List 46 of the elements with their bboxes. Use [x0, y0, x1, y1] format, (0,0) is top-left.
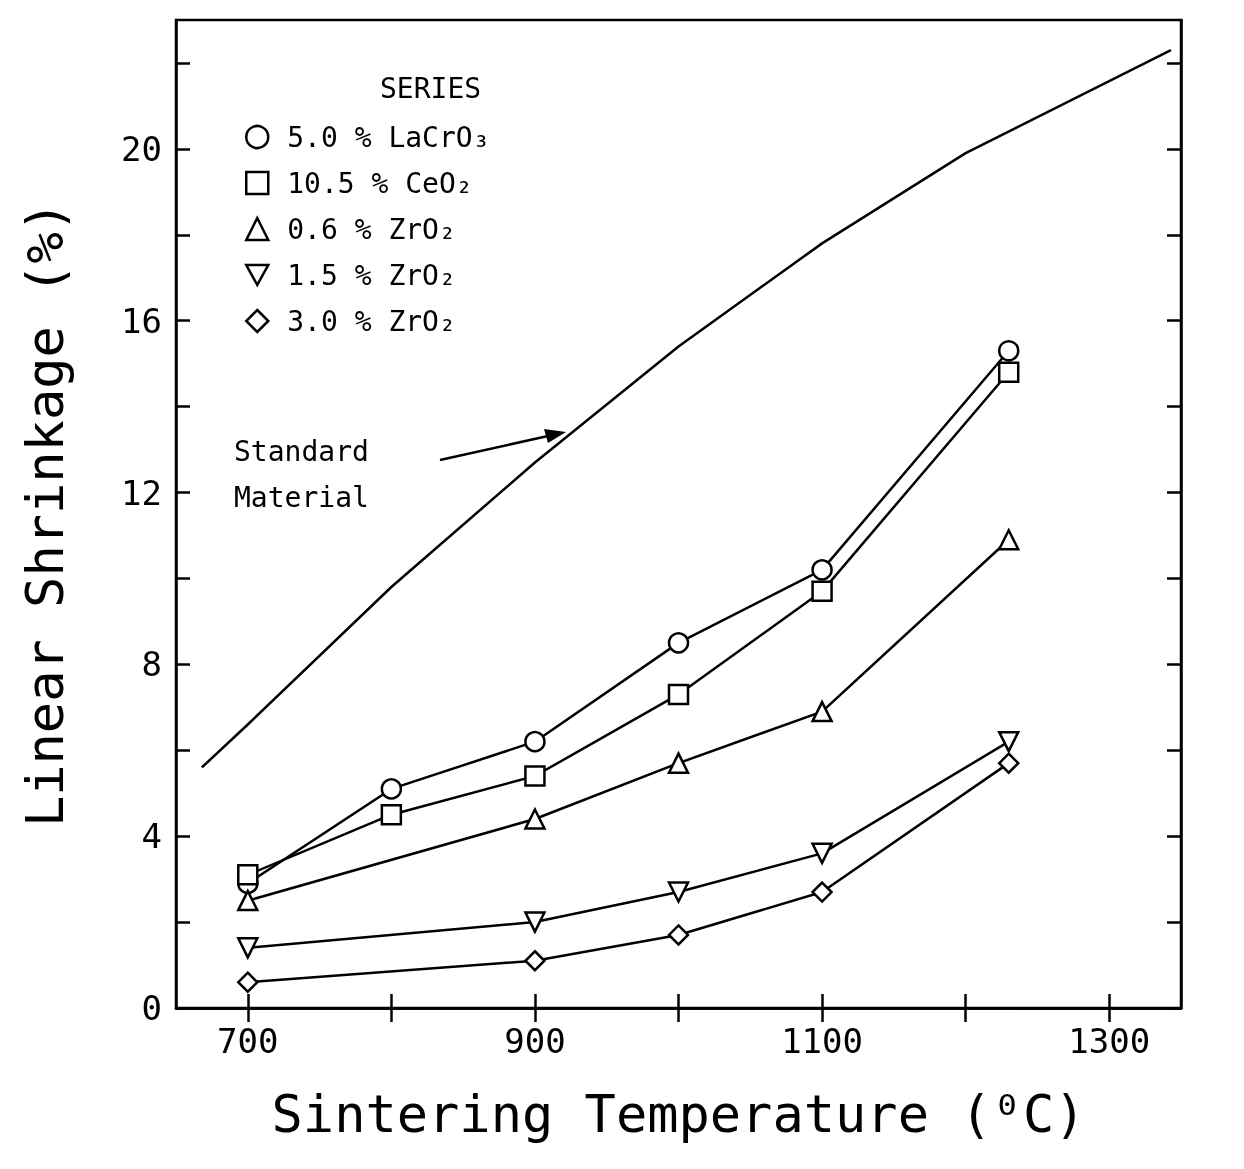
legend-label: 3.0 % ZrO₂ — [287, 304, 456, 338]
annotation: Standard Material — [234, 434, 369, 514]
legend-title: SERIES — [380, 71, 482, 105]
point — [811, 881, 833, 903]
point — [237, 937, 259, 959]
line-series — [200, 48, 1173, 769]
point — [237, 889, 259, 912]
y-tick-label: 20 — [121, 128, 162, 169]
point — [811, 842, 833, 865]
y-tick-label: 16 — [121, 300, 162, 341]
point — [667, 924, 690, 946]
x-tick-label: 700 — [217, 1021, 279, 1061]
y-tick-label: 8 — [141, 644, 162, 685]
point — [667, 632, 690, 654]
x-axis-title: Sintering Temperature (⁰C) — [271, 1084, 1086, 1144]
point — [997, 730, 1020, 753]
point — [811, 700, 833, 723]
legend-label: 5.0 % LaCrO₃ — [287, 120, 490, 154]
point — [811, 559, 833, 581]
y-axis-title: Linear Shrinkage (%) — [15, 200, 75, 828]
x-tick-label: 900 — [504, 1021, 566, 1061]
point — [524, 950, 546, 972]
point — [811, 580, 833, 603]
point — [380, 778, 403, 800]
x-tick-label: 1100 — [781, 1021, 864, 1061]
point — [997, 361, 1020, 383]
point — [667, 752, 690, 774]
x-tick-label: 1300 — [1068, 1021, 1151, 1061]
legend-label: 1.5 % ZrO₂ — [287, 258, 456, 292]
point — [997, 340, 1020, 362]
point — [667, 881, 690, 903]
point — [524, 808, 546, 830]
point — [524, 730, 546, 753]
legend-label: 0.6 % ZrO₂ — [287, 212, 456, 246]
point — [524, 765, 546, 787]
y-tick-label: 12 — [121, 472, 162, 513]
legend-label: 10.5 % CeO₂ — [287, 166, 473, 200]
y-tick-label: 4 — [141, 816, 162, 857]
point — [524, 911, 546, 933]
point — [667, 683, 690, 706]
point — [997, 752, 1020, 774]
point — [237, 864, 259, 886]
point — [997, 529, 1020, 551]
point — [380, 803, 403, 826]
y-tick-label: 0 — [141, 988, 162, 1028]
point — [237, 971, 259, 993]
